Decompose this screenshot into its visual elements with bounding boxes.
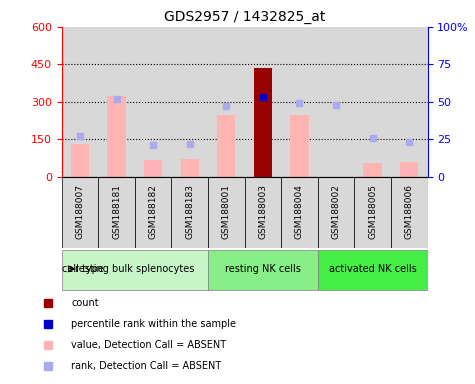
Bar [98,27,135,177]
Bar [208,27,245,177]
Text: GSM188004: GSM188004 [295,184,304,238]
Bar [135,177,171,248]
Text: GSM188182: GSM188182 [149,184,158,238]
Text: count: count [71,298,99,308]
Text: GSM188007: GSM188007 [76,184,85,239]
Bar [318,250,428,290]
Text: activated NK cells: activated NK cells [329,264,417,274]
Bar [62,177,98,248]
Bar [171,177,208,248]
Bar [180,159,199,177]
Bar [208,177,245,248]
Bar [318,177,354,248]
Bar [245,27,281,177]
Bar [354,177,391,248]
Bar [290,116,309,177]
Title: GDS2957 / 1432825_at: GDS2957 / 1432825_at [164,10,325,25]
Bar [254,68,272,177]
Text: GSM188005: GSM188005 [368,184,377,239]
Text: GSM188183: GSM188183 [185,184,194,239]
Bar [281,177,318,248]
Bar [391,27,428,177]
Text: GSM188001: GSM188001 [222,184,231,239]
Bar [391,177,428,248]
Text: percentile rank within the sample: percentile rank within the sample [71,319,236,329]
Text: GSM188006: GSM188006 [405,184,414,239]
Bar [171,27,208,177]
Text: resting bulk splenocytes: resting bulk splenocytes [75,264,195,274]
Text: GSM188003: GSM188003 [258,184,267,239]
Bar [281,27,318,177]
Bar [62,250,208,290]
Bar [217,116,236,177]
Bar [71,144,89,177]
Bar [135,27,171,177]
Text: rank, Detection Call = ABSENT: rank, Detection Call = ABSENT [71,361,221,371]
Bar [354,27,391,177]
Bar [144,161,162,177]
Bar [318,27,354,177]
Bar [363,163,382,177]
Text: GSM188181: GSM188181 [112,184,121,239]
Text: resting NK cells: resting NK cells [225,264,301,274]
Bar [98,177,135,248]
Text: cell type: cell type [62,264,104,274]
Bar [400,162,418,177]
Text: value, Detection Call = ABSENT: value, Detection Call = ABSENT [71,340,227,350]
Bar [245,177,281,248]
Bar [62,27,98,177]
Text: GSM188002: GSM188002 [332,184,341,238]
Bar [208,250,318,290]
Bar [107,96,126,177]
